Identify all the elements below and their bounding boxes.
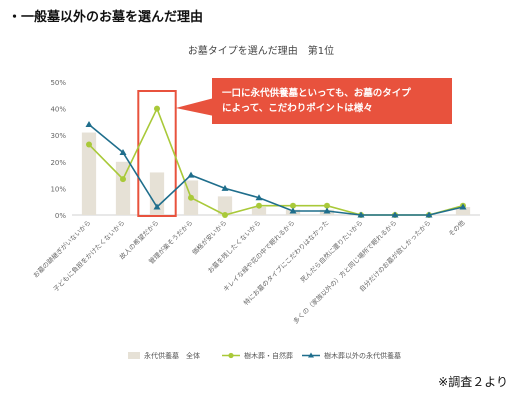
highlight-box	[137, 90, 177, 217]
blue-series-point	[459, 203, 467, 210]
green-series-point	[120, 176, 126, 183]
blue-series-point	[391, 211, 399, 218]
blue-series-point	[153, 203, 161, 210]
blue-series-point	[221, 184, 229, 191]
blue-series-point	[357, 211, 365, 218]
green-series-point	[324, 202, 330, 209]
y-tick-label: 30%	[50, 132, 66, 140]
blue-series-point	[85, 121, 93, 128]
legend-label: 永代供養墓 全体	[144, 351, 200, 360]
green-series-point	[188, 194, 194, 201]
callout-line-1: 一口に永代供養墓といっても、お墓のタイプ	[222, 88, 411, 99]
x-category-label: 価格が安いから	[190, 218, 229, 257]
legend-swatch-marker	[228, 352, 234, 359]
x-category-label: お墓の跡継ぎがいないから	[31, 218, 93, 280]
callout-line-2: によって、こだわりポイントは様々	[222, 103, 373, 114]
green-series-point	[222, 212, 228, 218]
y-tick-label: 0%	[55, 212, 66, 220]
y-tick-label: 20%	[50, 159, 66, 167]
x-category-label: 自分だけのお墓が欲しかったから	[357, 218, 432, 293]
bar	[217, 196, 233, 215]
legend-swatch-marker	[308, 352, 314, 358]
source-note: ※調査２より	[438, 375, 508, 389]
page-heading: ・一般墓以外のお墓を選んだ理由	[8, 10, 204, 25]
y-tick-label: 50%	[50, 79, 66, 87]
green-series-point	[256, 202, 262, 209]
blue-series-point	[119, 148, 127, 155]
y-tick-label: 10%	[50, 185, 66, 193]
blue-series-point	[255, 194, 263, 201]
x-category-label: キレイな緑や花の中で眠れるから	[221, 218, 296, 293]
legend-swatch-bar	[128, 352, 140, 359]
bar	[251, 207, 267, 215]
blue-series-point	[187, 171, 195, 178]
x-category-label: 子どもに負担をかけたくないから	[51, 218, 126, 293]
green-series-point	[154, 105, 160, 112]
bar	[81, 132, 97, 215]
x-category-label: その他	[446, 218, 467, 239]
bar	[455, 207, 471, 215]
legend-label: 樹木葬・自然葬	[244, 351, 293, 360]
x-category-label: 死んだら自然に還りたいから	[298, 218, 364, 284]
callout-box: 一口に永代供養墓といっても、お墓のタイプ によって、こだわりポイントは様々	[212, 78, 452, 124]
blue-series-point	[323, 207, 331, 214]
green-series-line	[88, 106, 464, 216]
chart-title: お墓タイプを選んだ理由 第1位	[187, 46, 335, 57]
green-series-point	[86, 141, 92, 148]
y-tick-label: 40%	[50, 106, 66, 114]
callout-pointer	[175, 98, 214, 116]
legend-label: 樹木葬以外の永代供養墓	[324, 351, 401, 360]
green-series-point	[290, 202, 296, 209]
blue-series-point	[289, 207, 297, 214]
blue-series-point	[425, 211, 433, 218]
blue-series-line	[88, 123, 464, 216]
